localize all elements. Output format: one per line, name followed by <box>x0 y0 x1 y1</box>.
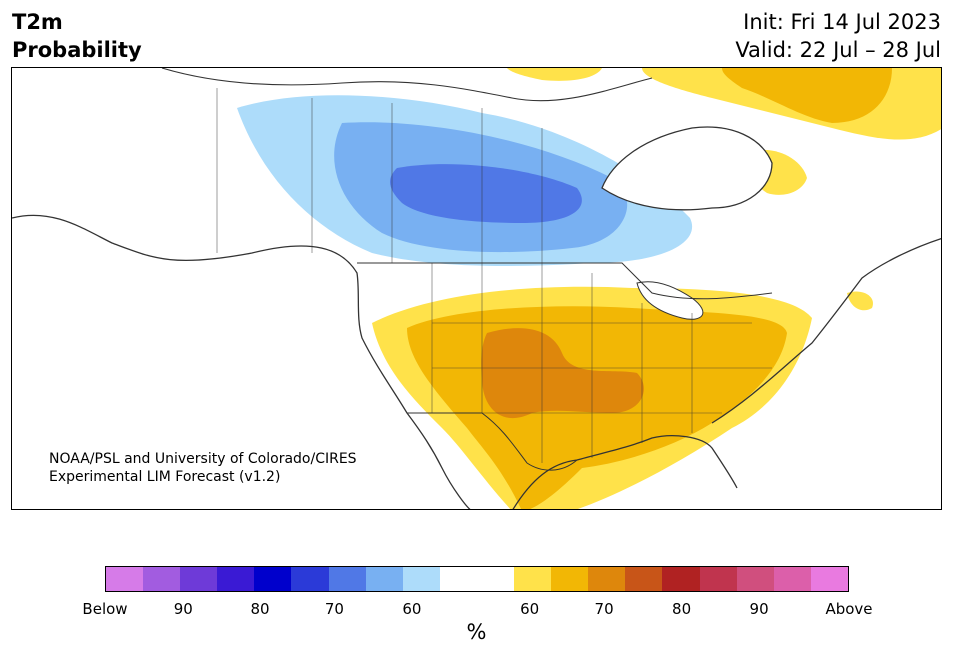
colorbar-swatch <box>106 567 144 591</box>
colorbar-swatch <box>662 567 700 591</box>
above-60-region-greenland-edge <box>507 68 602 81</box>
colorbar-swatch <box>365 567 403 591</box>
colorbar-tick-label: 80 <box>672 600 692 618</box>
above-70-region-northeast <box>722 68 892 123</box>
colorbar-unit-label: % <box>466 620 487 644</box>
gulf-coastline <box>512 435 738 509</box>
forecast-credit: NOAA/PSL and University of Colorado/CIRE… <box>49 450 357 486</box>
colorbar-swatch <box>254 567 292 591</box>
colorbar-swatch <box>588 567 626 591</box>
map-panel <box>11 67 942 510</box>
title-line-1: T2m <box>12 10 63 34</box>
hudson-bay-coastline <box>601 126 773 211</box>
colorbar-tick-label: 90 <box>749 600 769 618</box>
colorbar-swatch <box>328 567 366 591</box>
colorbar-swatch <box>476 567 515 591</box>
colorbar-tick-label: 90 <box>173 600 193 618</box>
us-mexico-border <box>407 412 578 471</box>
colorbar-swatch <box>143 567 181 591</box>
west-coastline <box>12 214 471 509</box>
colorbar-swatch <box>514 567 552 591</box>
north-america-map <box>12 68 941 509</box>
colorbar-swatch <box>180 567 218 591</box>
colorbar-tick-label: 70 <box>594 600 614 618</box>
us-canada-border <box>357 262 773 300</box>
arctic-coastline <box>161 68 653 102</box>
colorbar-tick-label: 60 <box>402 600 422 618</box>
forecast-dates: Init: Fri 14 Jul 2023 Valid: 22 Jul – 28… <box>735 8 941 64</box>
colorbar-tick-label: Below <box>82 600 128 618</box>
colorbar-swatch <box>773 567 811 591</box>
colorbar-tick-label: Above <box>825 600 873 618</box>
colorbar-tick-label: 70 <box>324 600 344 618</box>
above-60-region-nova-scotia <box>847 291 873 311</box>
colorbar-swatch <box>217 567 255 591</box>
province-boundaries <box>216 88 543 263</box>
probability-colorbar <box>105 566 849 592</box>
colorbar-tick-label: 60 <box>520 600 540 618</box>
above-80-region <box>481 328 644 419</box>
state-boundaries <box>431 263 772 463</box>
credit-line-2: Experimental LIM Forecast (v1.2) <box>49 469 281 485</box>
colorbar-tick-labels: Below 90 80 70 60 60 70 80 90 Above <box>82 600 872 620</box>
map-title: T2m Probability <box>12 8 142 64</box>
below-80-region <box>390 164 582 223</box>
colorbar-swatch <box>551 567 589 591</box>
colorbar-swatch <box>402 567 440 591</box>
init-date: Init: Fri 14 Jul 2023 <box>743 10 941 34</box>
colorbar-swatch <box>291 567 329 591</box>
colorbar-swatch <box>736 567 774 591</box>
east-coastline <box>711 237 941 424</box>
valid-date: Valid: 22 Jul – 28 Jul <box>735 38 941 62</box>
colorbar-tick-label: 80 <box>250 600 270 618</box>
credit-line-1: NOAA/PSL and University of Colorado/CIRE… <box>49 451 357 467</box>
colorbar-swatch <box>699 567 737 591</box>
colorbar-swatch <box>439 567 477 591</box>
great-lakes <box>636 281 704 320</box>
colorbar-swatch <box>625 567 663 591</box>
title-line-2: Probability <box>12 38 142 62</box>
colorbar-swatch <box>810 567 848 591</box>
